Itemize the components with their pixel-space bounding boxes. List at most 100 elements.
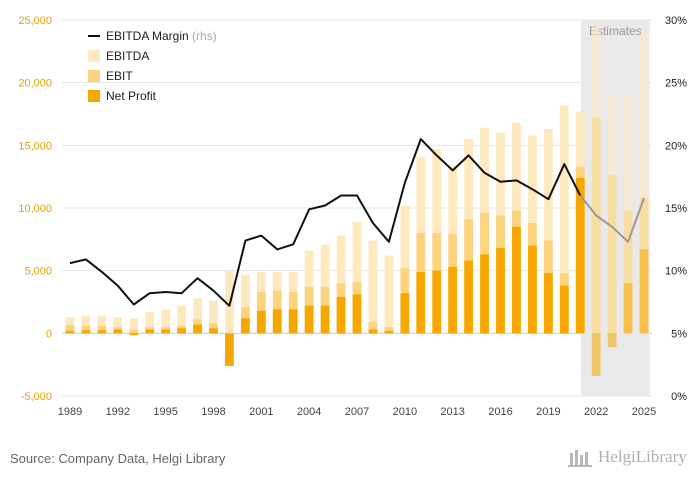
bar-ebitda-2000 [240, 274, 250, 334]
bar-ebit-2009 [384, 327, 394, 334]
bar-net-profit-2009 [384, 330, 394, 334]
bar-ebitda-1990 [81, 315, 91, 334]
bar-net-profit-2004 [304, 305, 314, 334]
bar-ebitda-2007 [352, 221, 362, 334]
bar-ebitda-2025 [639, 32, 649, 334]
y-left-tick-label: 20,000 [18, 78, 52, 90]
bar-net-profit-2005 [320, 305, 330, 334]
bar-net-profit-2007 [352, 294, 362, 334]
legend-label-ebit: EBIT [106, 69, 133, 83]
legend-label-ebitda-margin: EBITDA Margin (rhs) [106, 29, 217, 43]
bar-net-profit-2016 [496, 248, 505, 334]
brand-name: HelgiLibrary [598, 447, 687, 466]
bar-ebitda-2020 [559, 105, 569, 334]
bar-net-profit-2019 [543, 273, 553, 334]
bar-ebitda-1992 [113, 317, 123, 334]
bar-net-profit-1999 [225, 333, 234, 366]
y-left-tick-label: 15,000 [18, 140, 52, 152]
y-axis-right: 0% 5% 10% 15% 20% 25% 30% [665, 15, 687, 403]
y-left-tick-label: 25,000 [18, 15, 52, 27]
bar-ebit-2023 [607, 175, 617, 334]
x-axis: 1989 1992 1995 1998 2001 2004 2007 2010 2013 2016… [58, 406, 657, 418]
bar-ebit-2008 [368, 322, 378, 334]
bar-ebit-1990 [81, 325, 91, 334]
line-ebitda-margin-estimate [579, 194, 645, 243]
x-tick-label: 2022 [584, 406, 608, 418]
y-right-tick-label: 30% [665, 15, 687, 27]
bar-net-profit-1991 [97, 330, 107, 334]
x-tick-label: 1995 [153, 406, 177, 418]
bar-ebit-1993 [129, 329, 139, 334]
x-tick-label: 1992 [106, 406, 130, 418]
bar-net-profit-1997 [193, 324, 202, 334]
bars [65, 26, 649, 376]
x-tick-label: 2013 [440, 406, 464, 418]
y-right-tick-label: 0% [671, 391, 687, 403]
bar-ebitda-1995 [161, 309, 171, 334]
bar-ebitda-1998 [209, 300, 218, 334]
bar-ebit-1991 [97, 325, 107, 334]
bar-net-profit-1993 [129, 333, 139, 336]
y-right-tick-label: 5% [671, 328, 687, 340]
y-left-tick-label: 0 [46, 328, 52, 340]
estimates-label: Estimates [589, 24, 642, 38]
legend: EBITDA Margin (rhs) EBITDA EBIT Net Profit [88, 29, 217, 103]
bar-net-profit-2011 [416, 271, 426, 334]
x-tick-label: 2007 [345, 406, 369, 418]
x-tick-label: 1998 [201, 406, 225, 418]
legend-label-ebitda: EBITDA [106, 49, 149, 63]
bar-net-profit-2014 [464, 260, 474, 334]
bar-net-profit-2025 [639, 249, 649, 334]
library-icon [568, 450, 592, 467]
bar-net-profit-2012 [432, 270, 442, 334]
line-ebitda-margin-actual [69, 138, 582, 307]
bar-net-profit-2018 [528, 245, 537, 334]
x-tick-label: 1989 [58, 406, 82, 418]
bar-net-profit-1990 [81, 330, 91, 334]
bar-net-profit-1992 [113, 329, 123, 334]
bar-ebit-2022 [591, 117, 601, 334]
bar-net-profit-1998 [209, 328, 218, 334]
x-tick-label: 2001 [249, 406, 273, 418]
y-right-tick-label: 20% [665, 140, 687, 152]
y-right-tick-label: 15% [665, 203, 687, 215]
bar-net-profit-1989 [65, 330, 75, 334]
x-tick-label: 2010 [393, 406, 417, 418]
chart: Estimates -5,000 0 5,000 10,000 15,000 20,000… [18, 15, 687, 418]
bar-net-profit-2006 [336, 296, 346, 334]
bar-ebitda-1991 [97, 315, 107, 334]
legend-label-net-profit: Net Profit [106, 89, 157, 103]
legend-note-rhs: (rhs) [189, 29, 217, 43]
bar-net-profit-1996 [177, 328, 186, 334]
x-tick-label: 2025 [632, 406, 656, 418]
bar-ebitda-2019 [543, 129, 553, 334]
bar-ebit-2024 [623, 210, 633, 334]
bar-ebitda-2008 [368, 240, 378, 334]
margin-line [69, 138, 645, 307]
bar-net-profit-1995 [161, 329, 171, 334]
bar-net-profit-2021 [575, 177, 585, 334]
bar-net-profit-2010 [400, 293, 410, 334]
bar-net-profit-2024 [623, 283, 633, 334]
y-left-tick-label: -5,000 [21, 391, 52, 403]
source-note: Source: Company Data, Helgi Library [10, 451, 226, 466]
bar-ebitda-1997 [193, 298, 202, 334]
y-left-tick-label: 5,000 [24, 266, 52, 278]
bar-ebitda-2009 [384, 255, 394, 334]
bar-net-profit-1994 [145, 329, 155, 334]
legend-swatch-ebitda [88, 50, 100, 62]
x-tick-label: 2019 [536, 406, 560, 418]
bar-ebitda-1996 [177, 305, 186, 334]
bar-net-profit-2020 [559, 285, 569, 334]
bar-net-profit-2017 [512, 226, 521, 334]
y-axis-left: -5,000 0 5,000 10,000 15,000 20,000 25,000 [18, 15, 52, 403]
bar-net-profit-2000 [240, 318, 250, 334]
bar-net-profit-2008 [368, 329, 378, 334]
bar-ebitda-1994 [145, 312, 155, 334]
bar-ebit-1989 [65, 325, 75, 334]
bar-ebitda-1993 [129, 318, 139, 334]
y-right-tick-label: 25% [665, 78, 687, 90]
bar-net-profit-2015 [480, 254, 489, 334]
y-left-tick-label: 10,000 [18, 203, 52, 215]
x-tick-label: 2016 [488, 406, 512, 418]
